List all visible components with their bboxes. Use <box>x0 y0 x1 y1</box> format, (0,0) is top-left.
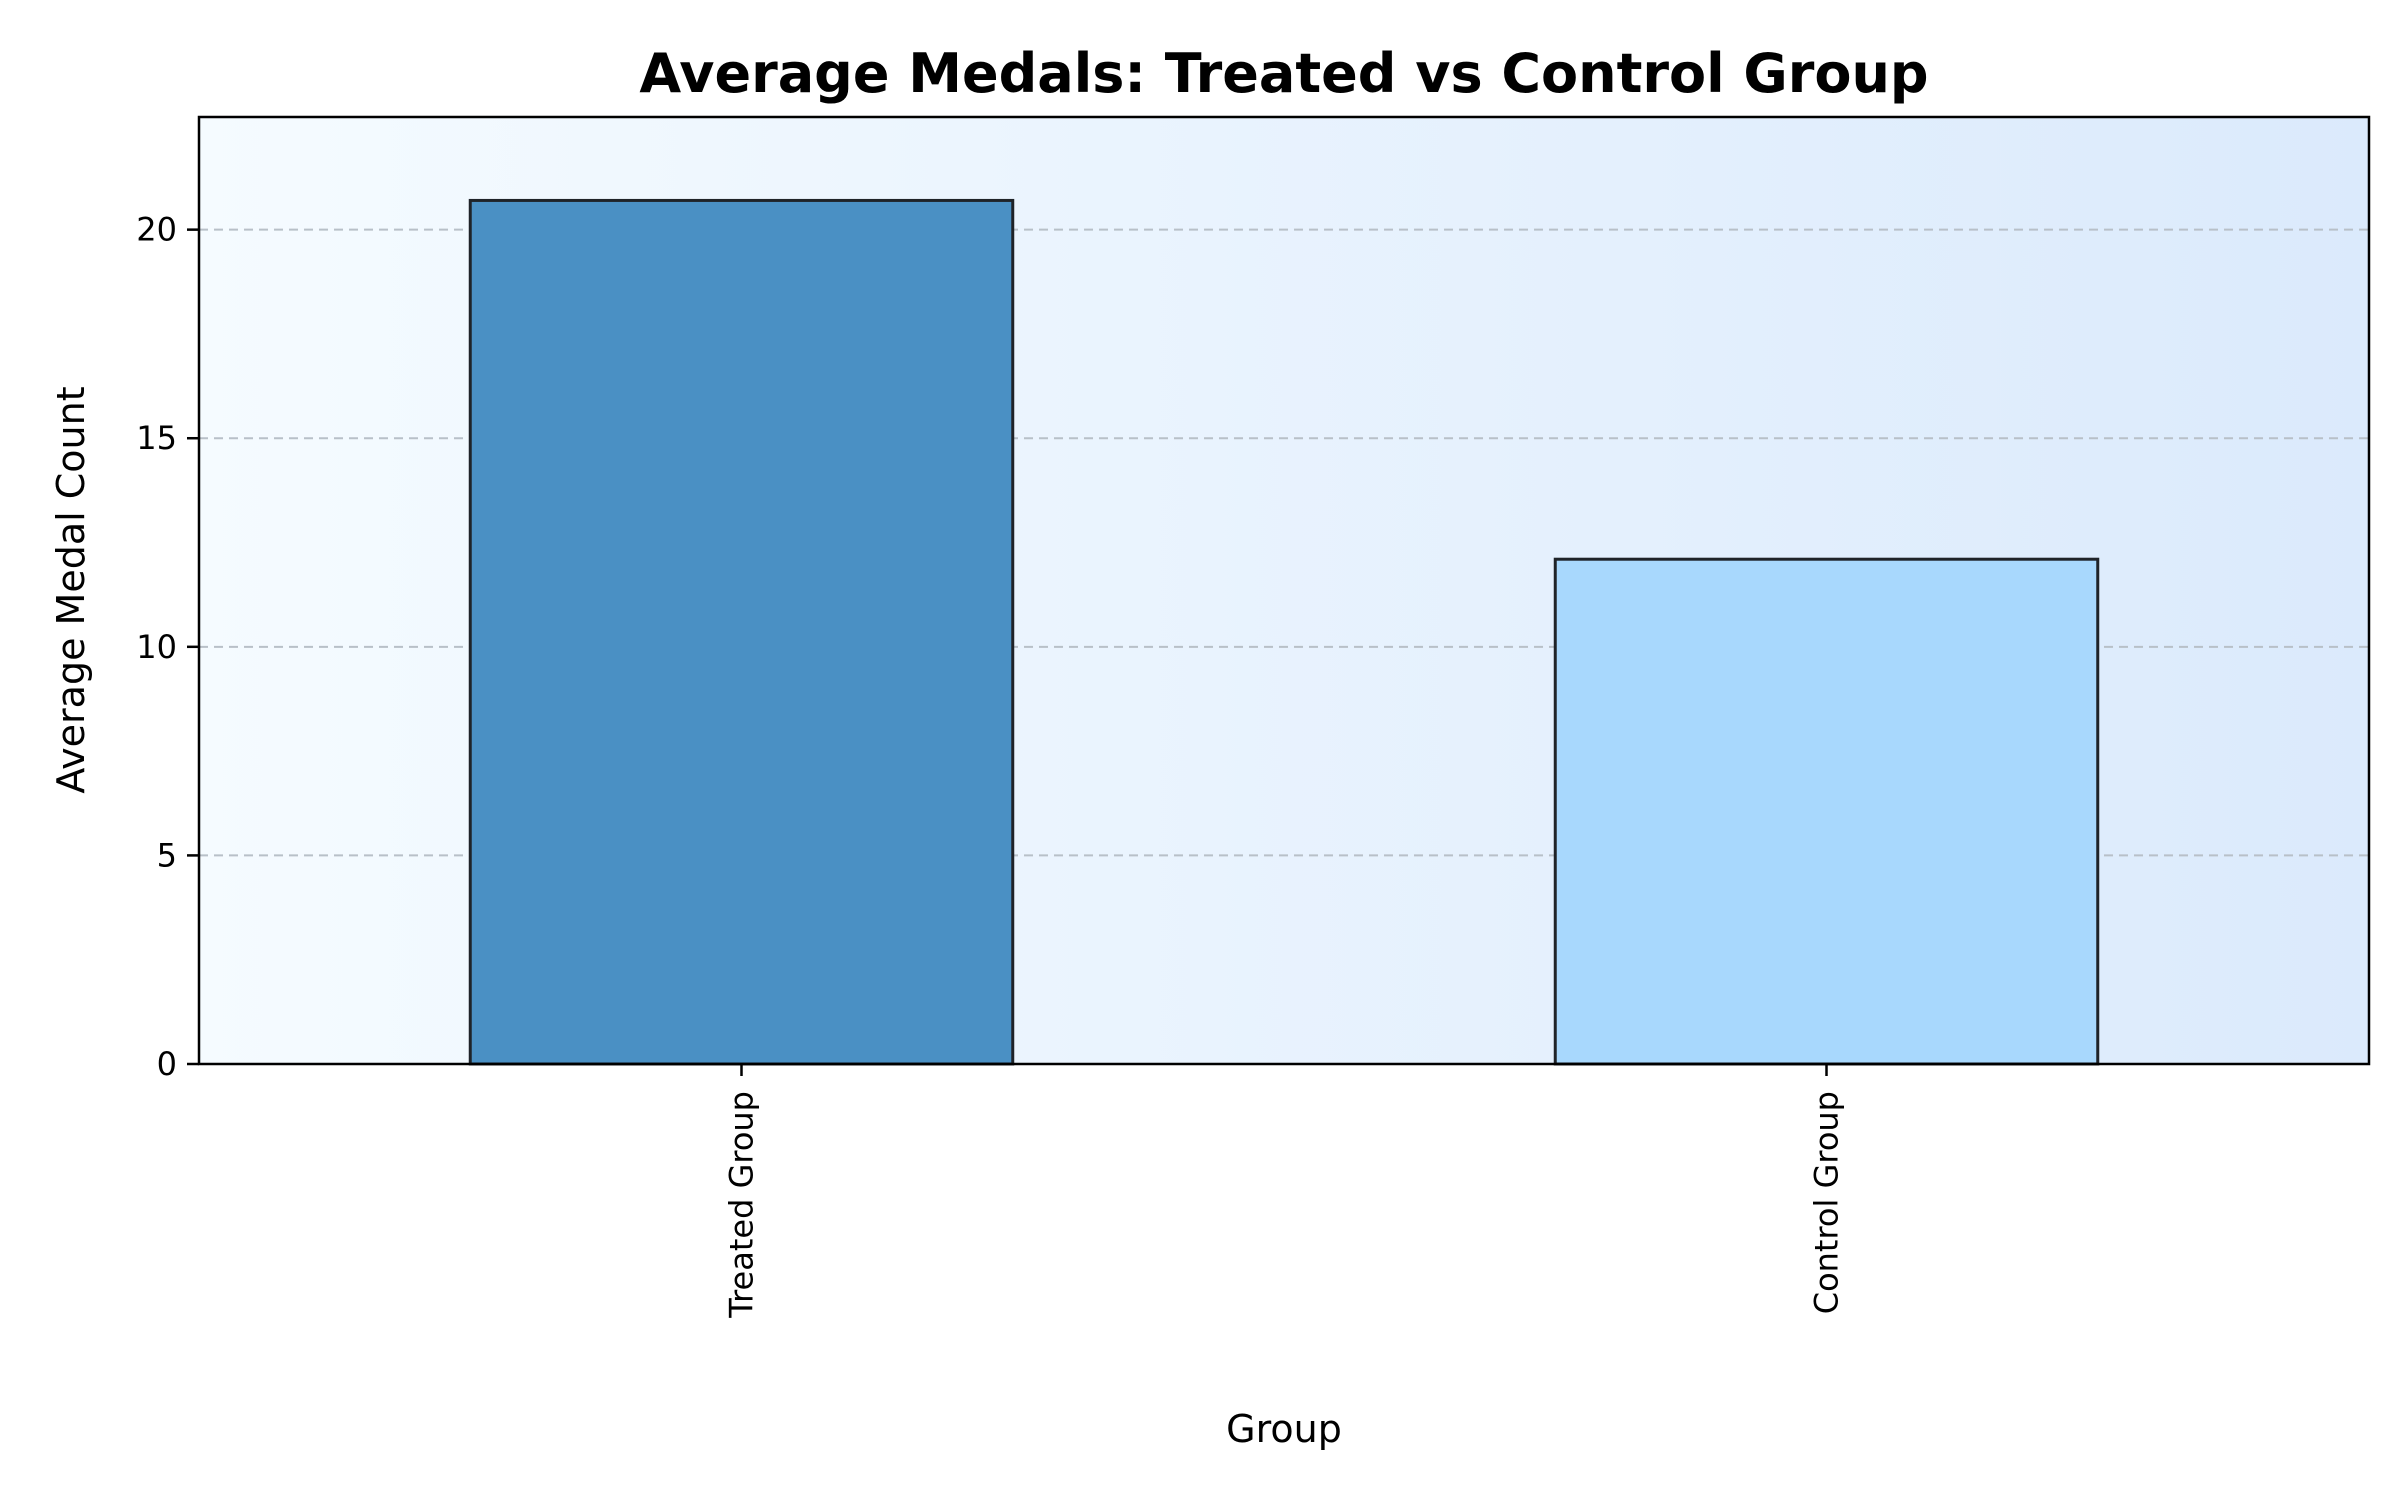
y-tick-label: 5 <box>157 836 177 874</box>
x-tick-label: Control Group <box>1808 1091 1846 1314</box>
y-axis-ticks: 0 5 10 15 20 <box>136 211 199 1083</box>
chart-title: Average Medals: Treated vs Control Group <box>639 42 1928 105</box>
y-axis-label: Average Medal Count <box>49 386 93 793</box>
x-axis-ticks: Treated Group Control Group <box>723 1064 1846 1319</box>
plot-frame <box>197 115 2371 1066</box>
y-tick-label: 10 <box>136 628 177 666</box>
bar-control-group <box>1553 557 2100 1066</box>
y-tick-label: 0 <box>157 1045 177 1083</box>
y-tick-label: 15 <box>136 419 177 457</box>
x-axis-label: Group <box>1226 1407 1342 1451</box>
x-tick-label: Treated Group <box>723 1091 761 1319</box>
bar-treated-group <box>468 198 1015 1066</box>
y-tick-label: 20 <box>136 211 177 249</box>
